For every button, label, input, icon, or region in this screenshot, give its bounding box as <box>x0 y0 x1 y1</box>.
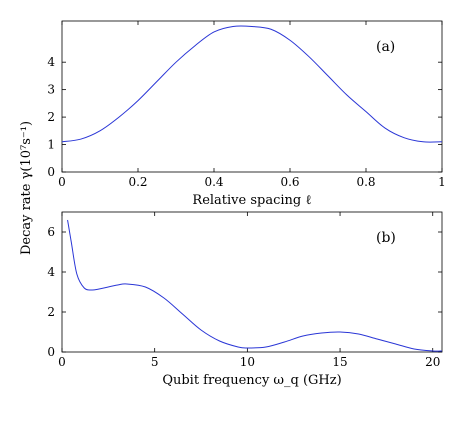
panel-b-x-tick-label: 15 <box>332 355 347 369</box>
panel-a-y-tick-label: 2 <box>47 110 55 124</box>
panel-b-x-tick-label: 5 <box>151 355 159 369</box>
panel-a-x-tick-label: 0.6 <box>280 175 299 189</box>
panel-a-x-tick-label: 1 <box>438 175 446 189</box>
panel-a-y-tick-label: 4 <box>47 55 55 69</box>
panel-a-y-tick-label: 3 <box>47 83 55 97</box>
panel-b: (b) Qubit frequency ω_q (GHz) 0 5 10 15 20 0 2… <box>47 211 443 388</box>
panel-a: (a) Relative spacing ℓ 0 0.2 0.4 0.6 0.8 1 0 1 2… <box>47 20 446 208</box>
panel-a-y-tick-label: 1 <box>47 138 55 152</box>
panel-a-frame <box>61 20 443 173</box>
panel-b-x-tick-label: 10 <box>240 355 255 369</box>
panel-b-x-tick-label: 20 <box>425 355 440 369</box>
panel-b-y-tick-label: 4 <box>47 265 55 279</box>
panel-a-y-tick-label: 0 <box>47 165 55 179</box>
panel-b-frame <box>61 211 443 353</box>
panel-a-x-tick-label: 0 <box>58 175 66 189</box>
panel-a-x-tick-label: 0.4 <box>204 175 223 189</box>
panel-b-y-tick-label: 2 <box>47 305 55 319</box>
panel-b-y-tick-label: 0 <box>47 345 55 359</box>
panel-b-x-tick-label: 0 <box>58 355 66 369</box>
panel-b-label: (b) <box>376 230 396 246</box>
panel-b-y-tick-label: 6 <box>47 225 55 239</box>
panel-a-x-tick-label: 0.8 <box>356 175 375 189</box>
panel-a-x-axis-label: Relative spacing ℓ <box>192 193 311 208</box>
panel-b-x-axis-label: Qubit frequency ω_q (GHz) <box>162 373 341 388</box>
shared-y-axis-label: Decay rate γ(10⁷s⁻¹) <box>19 121 34 255</box>
panel-a-label: (a) <box>376 39 395 55</box>
panel-a-series-line <box>61 25 443 143</box>
panel-a-x-tick-label: 0.2 <box>128 175 147 189</box>
panel-b-series-line <box>67 219 443 352</box>
